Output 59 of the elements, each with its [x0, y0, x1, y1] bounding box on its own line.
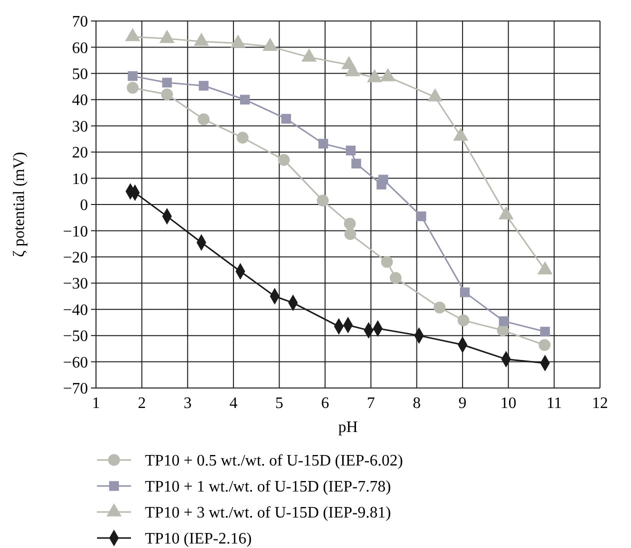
y-tick-label: −50: [62, 328, 88, 346]
point: [198, 113, 210, 126]
point: [538, 339, 550, 351]
point: [161, 88, 173, 100]
point: [344, 228, 356, 240]
y-tick-label: −60: [62, 354, 88, 372]
y-tick-label: −30: [62, 276, 88, 293]
point: [236, 132, 249, 144]
y-tick-label: 50: [72, 66, 88, 84]
point: [240, 94, 250, 105]
point: [390, 272, 402, 284]
legend-label: TP10 + 1 wt./wt. of U-15D (IEP-7.78): [145, 478, 391, 496]
y-tick-label: −10: [62, 223, 88, 240]
point: [344, 218, 356, 230]
x-tick-label: 1: [92, 395, 100, 412]
y-tick-label: 70: [72, 14, 88, 31]
point: [281, 114, 292, 124]
y-tick-label: 30: [72, 118, 88, 136]
point: [126, 82, 139, 94]
y-tick-label: 60: [72, 40, 88, 57]
y-axis-title: ζ potential (mV): [11, 152, 28, 258]
x-tick-label: 10: [500, 395, 516, 412]
x-tick-label: 3: [184, 395, 192, 412]
y-tick-label: 0: [80, 197, 88, 214]
y-tick-label: −40: [62, 302, 88, 319]
y-tick-label: −20: [62, 250, 88, 267]
x-tick-label: 2: [138, 395, 146, 412]
point: [460, 287, 470, 298]
legend-label: TP10 + 0.5 wt./wt. of U-15D (IEP-6.02): [145, 452, 403, 470]
x-tick-label: 4: [229, 395, 238, 412]
x-tick-label: 6: [321, 395, 330, 412]
point: [316, 194, 329, 206]
x-tick-label: 8: [412, 395, 421, 412]
legend-label: TP10 + 3 wt./wt. of U-15D (IEP-9.81): [145, 504, 391, 522]
y-tick-label: 40: [72, 92, 88, 110]
point: [540, 326, 550, 337]
point: [498, 316, 509, 326]
x-tick-label: 9: [458, 395, 467, 412]
y-tick-label: 10: [72, 170, 88, 188]
x-tick-label: 5: [275, 395, 284, 412]
x-tick-label: 12: [592, 395, 608, 412]
point: [128, 71, 138, 81]
point: [346, 146, 356, 156]
point: [318, 138, 328, 149]
x-axis-title: pH: [338, 419, 358, 436]
legend-label: TP10 (IEP-2.16): [145, 530, 252, 548]
point: [381, 256, 393, 268]
point: [278, 154, 290, 166]
point: [162, 78, 172, 88]
y-tick-label: −70: [62, 380, 88, 398]
y-tick-label: 20: [72, 144, 88, 162]
point: [351, 158, 362, 168]
point: [434, 302, 446, 314]
x-tick-label: 11: [546, 395, 562, 412]
point: [416, 211, 426, 222]
point: [458, 314, 470, 326]
point: [198, 80, 209, 91]
x-tick-label: 7: [366, 395, 375, 412]
point: [378, 174, 388, 184]
